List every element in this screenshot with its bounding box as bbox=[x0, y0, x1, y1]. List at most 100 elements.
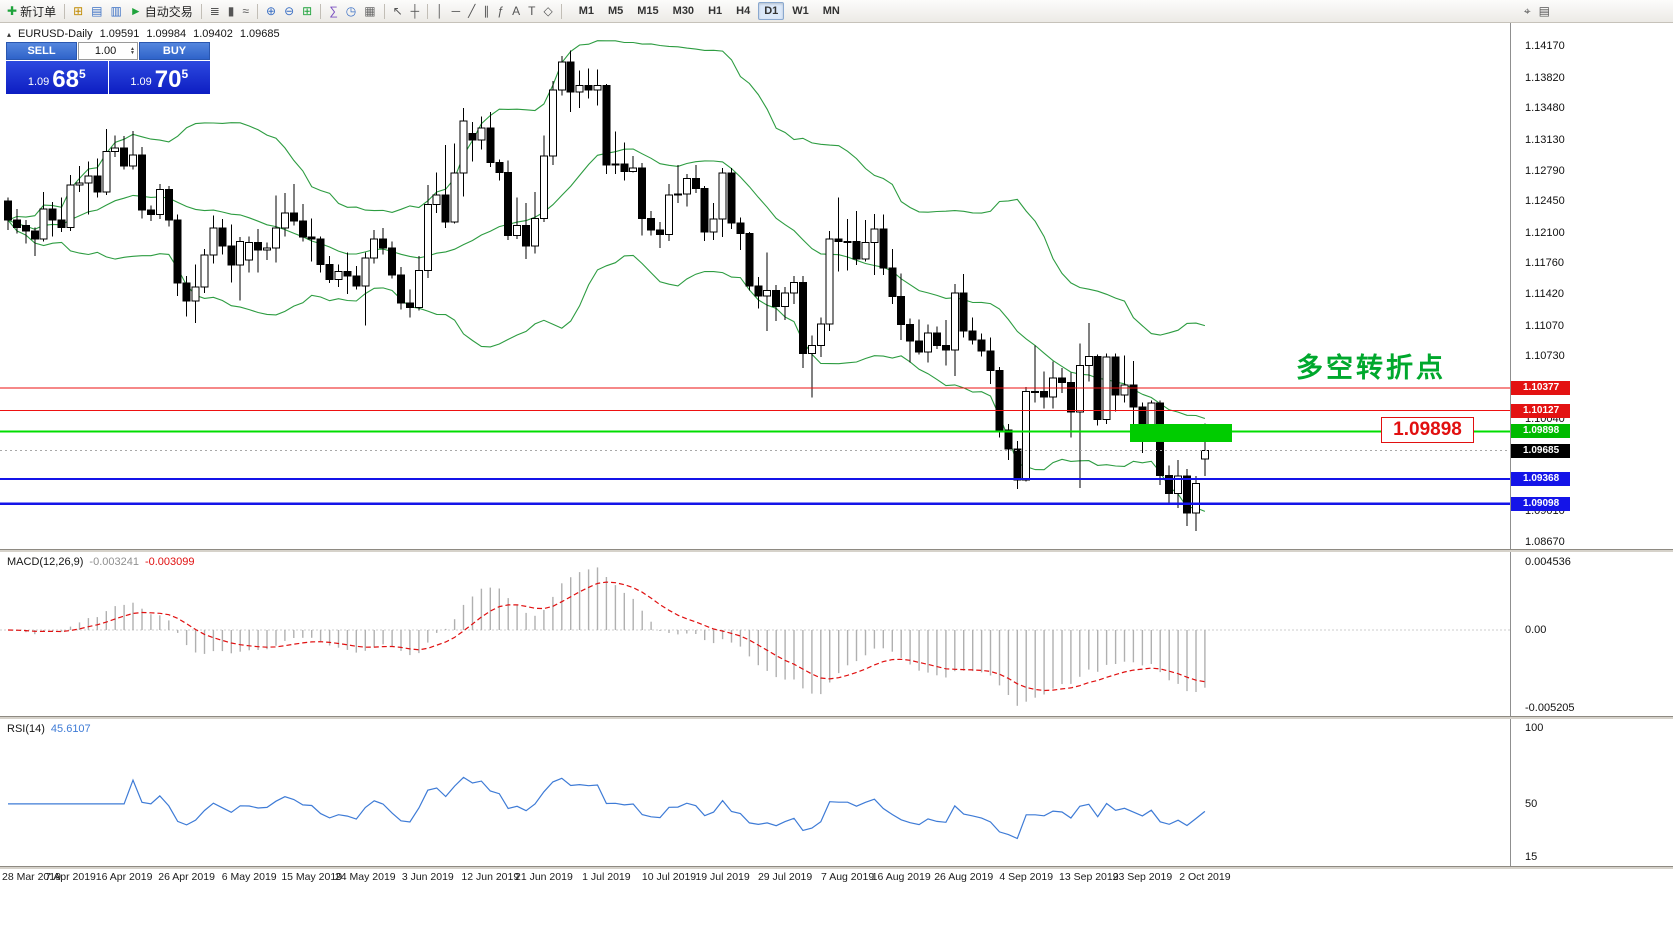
ask-price-button[interactable]: 1.09 70 5 bbox=[108, 61, 210, 94]
rsi-canvas[interactable] bbox=[0, 719, 1510, 866]
timeframe-d1[interactable]: D1 bbox=[758, 2, 785, 20]
channel-button[interactable]: ∥ bbox=[480, 2, 492, 21]
text-button[interactable]: A bbox=[509, 2, 523, 21]
price-tick: 1.11070 bbox=[1525, 319, 1564, 332]
spinner-up-icon[interactable]: ▲ bbox=[130, 46, 135, 52]
search-button[interactable]: ⌖ bbox=[1521, 2, 1534, 21]
highlight-rectangle-object[interactable] bbox=[1130, 423, 1232, 442]
date-label: 23 Sep 2019 bbox=[1112, 871, 1173, 883]
layouts-button[interactable]: ▤ bbox=[1536, 2, 1553, 21]
fibonacci-button[interactable]: ƒ bbox=[494, 2, 507, 21]
vertical-line-button[interactable]: │ bbox=[433, 2, 447, 21]
rsi-line bbox=[8, 776, 1206, 840]
market-watch-button[interactable]: ▤ bbox=[88, 2, 105, 21]
horizontal-line-button[interactable]: ─ bbox=[449, 2, 464, 21]
date-label: 2 Oct 2019 bbox=[1179, 871, 1231, 883]
candles bbox=[4, 50, 1209, 532]
panel-separator[interactable] bbox=[0, 716, 1673, 719]
price-tick: 1.12790 bbox=[1525, 164, 1565, 177]
date-label: 26 Aug 2019 bbox=[934, 871, 994, 883]
autotrading-button[interactable]: ► 自动交易 bbox=[127, 2, 196, 21]
rsi-name: RSI(14) bbox=[7, 723, 45, 735]
date-label: 1 Jul 2019 bbox=[582, 871, 631, 883]
spinner-down-icon[interactable]: ▼ bbox=[130, 50, 135, 56]
price-tick: 1.13480 bbox=[1525, 102, 1565, 115]
rsi-scale[interactable]: 100 50 15 bbox=[1510, 719, 1673, 866]
timeframe-m1[interactable]: M1 bbox=[578, 5, 594, 17]
charts-window-icon: ⊞ bbox=[73, 4, 84, 18]
macd-canvas[interactable] bbox=[0, 552, 1510, 716]
autotrading-button-label: 自动交易 bbox=[144, 4, 193, 19]
timeframe-h1[interactable]: H1 bbox=[708, 5, 723, 17]
layouts-icon: ▤ bbox=[1538, 4, 1550, 18]
one-click-toggle-icon[interactable]: ▴ bbox=[7, 29, 12, 39]
toolbar-separator bbox=[200, 3, 202, 19]
bid-pips: 68 bbox=[52, 66, 79, 93]
price-tick: 1.13820 bbox=[1525, 71, 1565, 84]
macd-name: MACD(12,26,9) bbox=[7, 556, 84, 568]
new-order-button[interactable]: ✚ 新订单 bbox=[4, 2, 59, 21]
price-chart-panel: ▴ EURUSD-Daily 1.09591 1.09984 1.09402 1… bbox=[0, 23, 1673, 549]
crosshair-button[interactable]: ┼ bbox=[408, 2, 423, 21]
price-scale[interactable]: 1.14170 1.13820 1.13480 1.13130 1.12790 1.124… bbox=[1510, 23, 1673, 549]
volume-input[interactable]: 1.00 ▲ ▼ bbox=[78, 42, 138, 60]
timeframe-mn[interactable]: MN bbox=[822, 5, 840, 17]
price-badge: 1.09685 bbox=[1511, 443, 1570, 458]
chart-symbol-period: EURUSD-Daily bbox=[18, 28, 93, 40]
rsi-label: RSI(14) 45.6107 bbox=[7, 723, 97, 735]
macd-tick: 0.004536 bbox=[1525, 556, 1571, 568]
panel-separator[interactable] bbox=[0, 549, 1673, 552]
tile-windows-button[interactable]: ⊞ bbox=[299, 2, 315, 21]
macd-tick: -0.005205 bbox=[1525, 702, 1575, 714]
price-level-label[interactable]: 1.09898 bbox=[1381, 417, 1474, 443]
indicators-button[interactable]: ∑ bbox=[326, 2, 341, 21]
zoom-out-button[interactable]: ⊖ bbox=[281, 2, 297, 21]
ask-pips: 70 bbox=[154, 66, 182, 93]
price-badge: 1.09898 bbox=[1511, 424, 1570, 439]
periods-icon: ◷ bbox=[345, 4, 357, 18]
price-tick: 1.12100 bbox=[1525, 226, 1565, 239]
bid-price-button[interactable]: 1.09 68 5 bbox=[6, 61, 108, 94]
date-label: 19 Jul 2019 bbox=[695, 871, 750, 883]
toolbar-separator bbox=[257, 3, 258, 19]
zoom-in-button[interactable]: ⊕ bbox=[263, 2, 279, 21]
trendline-button[interactable]: ╱ bbox=[465, 2, 478, 21]
date-label: 26 Apr 2019 bbox=[158, 871, 215, 883]
periods-button[interactable]: ◷ bbox=[343, 2, 359, 21]
line-chart-button[interactable]: ≈ bbox=[239, 2, 252, 21]
ohlc-high: 1.09984 bbox=[146, 28, 187, 40]
label-button[interactable]: T bbox=[525, 2, 538, 21]
timeframe-m30[interactable]: M30 bbox=[672, 5, 695, 17]
charts-window-button[interactable]: ⊞ bbox=[70, 2, 86, 21]
turning-point-annotation[interactable]: 多空转折点 bbox=[1296, 353, 1446, 383]
timeframe-h4[interactable]: H4 bbox=[736, 5, 751, 17]
macd-scale[interactable]: 0.004536 0.00 -0.005205 bbox=[1510, 552, 1673, 716]
volume-spinner[interactable]: ▲ ▼ bbox=[130, 46, 135, 56]
timeframe-w1[interactable]: W1 bbox=[792, 5, 809, 17]
bar-chart-button[interactable]: ≣ bbox=[207, 2, 223, 21]
timeframe-m15[interactable]: M15 bbox=[637, 5, 659, 17]
shapes-button[interactable]: ◇ bbox=[540, 2, 555, 21]
buy-button[interactable]: BUY bbox=[139, 42, 210, 60]
navigator-button[interactable]: ▥ bbox=[107, 2, 124, 21]
timeframe-switcher: M1 M5 M15 M30 H1 H4 D1 W1 MN bbox=[572, 2, 847, 20]
date-label: 10 Jul 2019 bbox=[641, 871, 697, 883]
toolbar-separator bbox=[427, 3, 429, 19]
price-tick: 1.14170 bbox=[1525, 40, 1565, 52]
timeframe-m5[interactable]: M5 bbox=[607, 5, 624, 17]
candlestick-chart-button[interactable]: ▮ bbox=[225, 2, 238, 21]
date-label: 24 May 2019 bbox=[334, 871, 396, 883]
cursor-button[interactable]: ↖ bbox=[390, 2, 406, 21]
price-chart-canvas[interactable] bbox=[0, 23, 1510, 549]
templates-button[interactable]: ▦ bbox=[361, 2, 378, 21]
time-axis[interactable]: 28 Mar 2019 7 Apr 2019 16 Apr 2019 26 Apr 2… bbox=[0, 869, 1673, 886]
market-watch-icon: ▤ bbox=[91, 4, 103, 18]
price-tick: 1.12450 bbox=[1525, 195, 1565, 208]
search-icon: ⌖ bbox=[1523, 4, 1531, 18]
date-label: 29 Jul 2019 bbox=[757, 871, 813, 883]
sell-button[interactable]: SELL bbox=[6, 42, 77, 60]
date-label: 15 May 2019 bbox=[281, 871, 343, 883]
panel-separator[interactable] bbox=[0, 866, 1673, 869]
date-label: 7 Apr 2019 bbox=[45, 871, 96, 883]
toolbar-separator bbox=[560, 3, 562, 19]
